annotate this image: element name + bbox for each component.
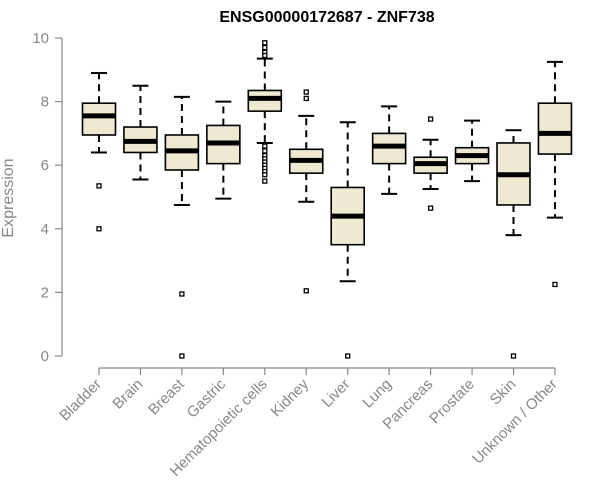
box-pancreas [413,116,448,211]
box-skin [496,129,531,359]
x-category-label: Bladder [56,376,105,425]
outlier-point [427,116,434,122]
x-category-label: Skin [487,376,520,409]
x-category-label: Kidney [268,375,313,420]
x-category-label: Breast [145,375,188,418]
outlier-point [179,353,185,359]
box-gastric [206,100,241,200]
box-prostate [454,119,490,183]
box-breast [164,95,200,359]
outlier-point [262,143,268,149]
x-category-label: Liver [319,376,354,411]
outlier-point [303,95,309,102]
box-liver [330,121,366,359]
y-tick-label: 4 [41,221,49,238]
iqr-box [81,102,117,136]
chart-title: ENSG00000172687 - ZNF738 [219,9,434,26]
outlier-point [262,40,268,46]
box-bladder [81,71,117,232]
outlier-point [96,226,102,232]
iqr-box [537,102,573,155]
y-tick-label: 8 [41,94,49,111]
y-tick-label: 6 [41,157,49,174]
y-tick-label: 10 [32,30,49,47]
outlier-point [510,353,517,359]
outlier-point [262,148,268,154]
box-brain [123,84,158,181]
outlier-point [262,178,268,184]
outlier-point [262,44,268,51]
box-hematopoietic-cells [247,40,283,184]
y-tick-label: 2 [41,284,49,301]
outlier-point [262,172,268,178]
x-category-label: Brain [109,376,146,413]
box-unknown-other [537,60,573,288]
outlier-point [179,291,185,297]
outlier-point [345,353,351,359]
x-category-label: Prostate [426,376,478,428]
y-axis-label: Expression [0,158,17,237]
boxes-group [81,40,573,359]
x-category-label: Lung [359,376,395,412]
y-tick-label: 0 [41,348,49,365]
box-lung [371,105,407,195]
outlier-point [303,89,309,95]
box-kidney [288,89,324,294]
outlier-point [262,52,268,59]
outlier-point [427,205,434,211]
outlier-point [303,288,309,294]
y-axis: 0 2 4 6 8 10 [32,30,63,365]
outlier-point [552,281,558,288]
outlier-point [96,183,102,189]
